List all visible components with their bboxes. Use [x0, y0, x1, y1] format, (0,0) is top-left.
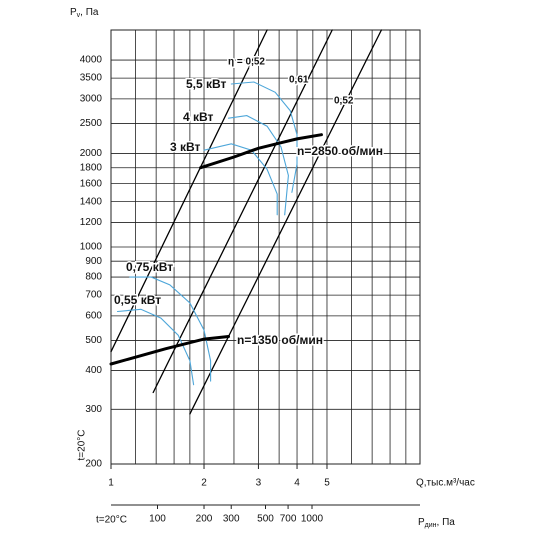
secondary-tick-label: 200 — [196, 514, 213, 525]
power-curve — [230, 81, 298, 193]
power-label: 4 кВт — [183, 110, 214, 124]
power-curve — [116, 308, 195, 386]
y-tick-label: 800 — [85, 272, 102, 283]
speed-curve — [109, 335, 230, 366]
y-tick-label: 1200 — [80, 217, 103, 228]
x-tick-label: 4 — [294, 478, 300, 489]
y-tick-label: 700 — [85, 290, 102, 301]
power-curve — [129, 276, 212, 382]
secondary-tick-label: 100 — [149, 514, 166, 525]
y-tick-label: 400 — [85, 365, 102, 376]
y-tick-label: 900 — [85, 256, 102, 267]
y-tick-label: 4000 — [80, 55, 103, 66]
y-tick-label: 600 — [85, 311, 102, 322]
power-curve — [203, 143, 278, 216]
power-label: 0,55 кВт — [114, 293, 161, 307]
secondary-tick-label: 500 — [257, 514, 274, 525]
temperature-label: t=20°C — [77, 430, 88, 461]
x-tick-label: 1 — [108, 478, 114, 489]
secondary-axis-label: Pдин, Па — [418, 517, 455, 529]
y-tick-label: 1600 — [80, 178, 103, 189]
secondary-tick-label: 1000 — [301, 514, 324, 525]
y-tick-label: 300 — [85, 404, 102, 415]
y-tick-label: 2500 — [80, 118, 103, 129]
efficiency-line — [189, 29, 383, 415]
speed-curve — [199, 133, 323, 170]
x-tick-label: 2 — [201, 478, 207, 489]
y-tick-label: 1800 — [80, 162, 103, 173]
x-tick-label: 3 — [256, 478, 262, 489]
power-label: 0,75 кВт — [126, 260, 173, 274]
secondary-tick-label: 700 — [280, 514, 297, 525]
power-label: 3 кВт — [170, 140, 201, 154]
y-tick-label: 3000 — [80, 94, 103, 105]
secondary-tick-label: 300 — [223, 514, 240, 525]
y-tick-label: 1000 — [80, 242, 103, 253]
y-tick-label: 3500 — [80, 73, 103, 84]
y-tick-label: 500 — [85, 335, 102, 346]
y-axis-label: Pv, Па — [70, 7, 99, 19]
x-axis-label: Q,тыс.м³/час — [416, 478, 475, 489]
speed-label: n=2850 об/мин — [297, 144, 383, 158]
efficiency-label: η = 0,52 — [228, 57, 265, 68]
efficiency-line — [152, 29, 333, 394]
y-tick-label: 200 — [85, 459, 102, 470]
y-tick-label: 1400 — [80, 196, 103, 207]
speed-label: n=1350 об/мин — [237, 333, 323, 347]
power-curve — [227, 115, 289, 216]
power-label: 5,5 кВт — [186, 77, 227, 91]
efficiency-label: 0,61 — [289, 75, 309, 86]
temperature-label: t=20°C — [96, 515, 127, 526]
y-tick-label: 2000 — [80, 148, 103, 159]
x-tick-label: 5 — [324, 478, 330, 489]
efficiency-label: 0,52 — [334, 96, 354, 107]
